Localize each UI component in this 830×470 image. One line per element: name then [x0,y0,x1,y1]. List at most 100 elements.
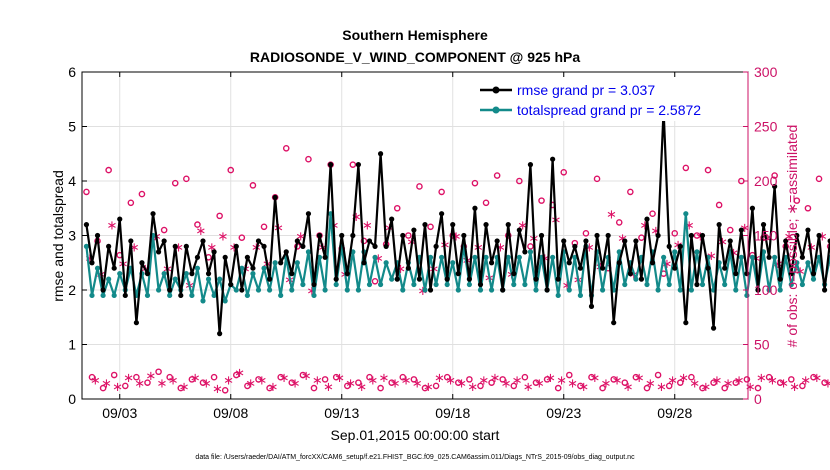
obs-assimilated-marker: ∗ [745,380,756,395]
obs-assimilated-marker: ∗ [684,219,695,234]
rmse-point [316,232,323,239]
spread-point [655,287,661,293]
obs-possible-marker [627,188,634,196]
obs-assimilated-marker: ∗ [334,371,345,386]
obs-assimilated-marker: ∗ [662,257,673,272]
obs-assimilated-marker: ∗ [312,373,323,388]
obs-possible-marker [499,376,506,383]
obs-assimilated-marker: ∗ [234,366,245,381]
rmse-point [550,156,556,162]
rmse-point [133,320,139,326]
rmse-point [222,254,228,260]
obs-assimilated-marker: ∗ [362,219,373,234]
rmse-point [544,287,550,293]
obs-assimilated-marker: ∗ [267,380,278,395]
obs-possible-marker [277,373,284,381]
obs-possible-marker [216,212,223,220]
obs-possible-marker [416,183,423,190]
rmse-point [555,276,561,282]
obs-possible-marker [688,373,695,381]
obs-possible-marker [743,376,751,383]
y-tick-label-right: 150 [754,228,778,244]
obs-possible-marker [599,384,606,392]
rmse-point [278,260,284,266]
spread-point [477,287,484,293]
rmse-point [339,232,345,239]
spread-point [389,276,395,282]
rmse-point [777,276,783,282]
obs-possible-marker [638,234,645,241]
rmse-point [638,276,645,282]
rmse-point [672,265,678,271]
spread-point [516,254,522,260]
rmse-point [683,320,689,326]
y-tick-label-right: 50 [754,337,770,353]
obs-assimilated-marker: ∗ [739,221,750,236]
rmse-point [566,260,572,266]
obs-possible-marker [466,376,473,383]
x-tick-label: 09/23 [546,405,581,421]
obs-assimilated-marker: ∗ [279,371,290,386]
obs-assimilated-marker: ∗ [134,377,145,392]
rmse-point [372,243,378,249]
obs-assimilated-marker: ∗ [562,279,573,294]
obs-assimilated-marker: ∗ [112,380,123,395]
spread-point [777,287,783,293]
rmse-point [527,162,534,168]
rmse-point [488,260,495,266]
obs-possible-marker [405,232,412,239]
rmse-point [627,271,633,277]
obs-assimilated-marker: ∗ [800,373,811,388]
obs-possible-marker [776,379,784,386]
rmse-point [788,271,794,277]
obs-possible-marker [493,172,501,179]
obs-assimilated-marker: ∗ [107,219,118,234]
rmse-point [205,271,212,277]
rmse-point [755,287,761,293]
obs-assimilated-marker: ∗ [695,230,706,245]
obs-assimilated-marker: ∗ [501,377,512,392]
spread-point [472,254,478,260]
obs-possible-marker [810,373,817,381]
spread-point [788,281,794,288]
spread-point [622,281,628,288]
x-tick-label: 09/08 [213,405,248,421]
spread-point [666,281,672,288]
rmse-point [389,216,395,222]
rmse-point [716,222,722,228]
spread-point [433,281,439,288]
obs-assimilated-marker: ∗ [711,373,722,388]
obs-assimilated-marker: ∗ [323,380,334,395]
rmse-point [794,232,800,239]
obs-assimilated-marker: ∗ [778,377,789,392]
obs-possible-marker [560,168,568,176]
obs-assimilated-marker: ∗ [123,371,134,386]
rmse-point [350,232,356,239]
obs-possible-marker [771,172,778,179]
x-tick-label: 09/18 [435,405,470,421]
spread-point [738,254,744,260]
obs-possible-marker [255,376,262,383]
y-tick-label-left: 3 [68,228,76,244]
spread-point [599,287,606,293]
x-axis-label: Sep.01,2015 00:00:00 start [331,427,500,443]
obs-possible-marker [582,230,590,237]
spread-point [311,292,317,299]
obs-possible-marker [105,166,112,174]
rmse-point [744,271,750,277]
obs-possible-marker [793,197,801,204]
obs-possible-marker [532,379,540,386]
obs-assimilated-marker: ∗ [290,377,301,392]
obs-assimilated-marker: ∗ [656,380,667,395]
spread-point [633,276,639,282]
obs-assimilated-marker: ∗ [179,380,190,395]
obs-possible-marker [366,373,373,381]
obs-assimilated-marker: ∗ [645,377,656,392]
obs-assimilated-marker: ∗ [84,251,95,266]
spread-point [694,249,700,255]
rmse-point [433,243,439,249]
rmse-point [305,211,312,217]
obs-possible-marker [99,384,107,392]
rmse-point [766,254,772,260]
obs-possible-marker [199,379,207,386]
